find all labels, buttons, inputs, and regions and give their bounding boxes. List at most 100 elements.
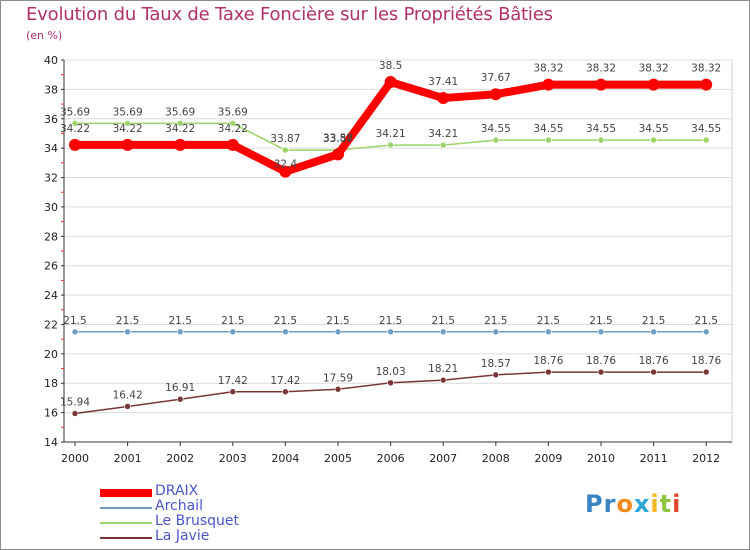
y-tick-label: 28 xyxy=(44,230,58,243)
data-point-la-javie xyxy=(282,388,289,396)
data-point-draix xyxy=(542,78,555,91)
data-point-draix xyxy=(69,138,81,151)
y-tick-label: 32 xyxy=(44,172,58,185)
data-label-le-brusquet: 35.69 xyxy=(218,106,248,118)
y-tick-label: 34 xyxy=(44,142,58,155)
data-label-la-javie: 18.76 xyxy=(533,355,563,367)
data-point-archail xyxy=(492,328,500,336)
data-point-archail xyxy=(229,328,237,336)
data-point-draix xyxy=(647,78,660,91)
y-tick-label: 36 xyxy=(44,113,58,126)
data-point-la-javie xyxy=(387,379,394,387)
legend-label-draix: DRAIX xyxy=(155,483,199,499)
proxiti-logo: Proxiti xyxy=(585,490,681,518)
data-label-draix: 37.67 xyxy=(481,72,511,84)
y-tick-label: 24 xyxy=(44,289,58,302)
data-label-le-brusquet: 34.55 xyxy=(639,123,669,135)
data-label-archail: 21.5 xyxy=(116,315,139,327)
data-point-draix xyxy=(226,138,239,151)
data-point-archail xyxy=(124,328,131,336)
data-label-le-brusquet: 34.55 xyxy=(586,123,616,135)
legend-label-la-javie: La Javie xyxy=(155,528,210,544)
data-point-le-brusquet xyxy=(282,146,289,154)
data-label-archail: 21.5 xyxy=(326,315,349,327)
data-point-le-brusquet xyxy=(229,120,237,127)
data-label-le-brusquet: 34.55 xyxy=(691,123,721,135)
data-label-la-javie: 18.76 xyxy=(586,355,616,367)
data-label-archail: 21.5 xyxy=(169,315,192,327)
logo-letter: x xyxy=(633,490,651,518)
data-label-le-brusquet: 34.55 xyxy=(533,123,563,135)
data-point-le-brusquet xyxy=(176,120,184,127)
y-tick-label: 40 xyxy=(44,54,58,67)
x-tick-label: 2006 xyxy=(377,452,405,465)
data-label-le-brusquet: 34.21 xyxy=(376,128,406,140)
data-point-la-javie xyxy=(650,368,657,376)
data-point-draix xyxy=(332,148,344,161)
data-point-le-brusquet xyxy=(650,136,657,144)
data-label-archail: 21.5 xyxy=(484,315,507,327)
data-point-archail xyxy=(439,328,447,336)
legend-item-archail: Archail xyxy=(100,498,300,516)
data-label-archail: 21.5 xyxy=(221,315,244,327)
legend-item-draix: DRAIX xyxy=(100,483,300,501)
data-point-archail xyxy=(387,328,394,336)
x-tick-label: 2000 xyxy=(61,452,89,465)
legend-label-archail: Archail xyxy=(155,498,203,514)
data-point-archail xyxy=(176,328,184,336)
x-tick-label: 2010 xyxy=(587,452,615,465)
data-point-draix xyxy=(384,76,397,89)
data-point-la-javie xyxy=(492,371,500,379)
data-point-le-brusquet xyxy=(439,141,447,149)
data-point-draix xyxy=(279,165,292,178)
data-label-draix: 38.5 xyxy=(379,60,402,72)
logo-letter: Pr xyxy=(585,490,617,518)
y-tick-label: 30 xyxy=(44,201,58,214)
data-label-draix: 33.58 xyxy=(323,132,353,144)
logo-letter: o xyxy=(616,490,634,518)
data-label-la-javie: 16.91 xyxy=(165,382,195,394)
x-tick-label: 2008 xyxy=(482,452,510,465)
data-label-archail: 21.5 xyxy=(537,315,560,327)
data-label-le-brusquet: 34.21 xyxy=(428,128,458,140)
data-label-draix: 38.32 xyxy=(639,63,669,75)
x-tick-label: 2009 xyxy=(534,452,562,465)
data-point-le-brusquet xyxy=(124,120,131,127)
y-tick-label: 18 xyxy=(44,377,58,390)
y-tick-label: 20 xyxy=(44,348,58,361)
data-point-la-javie xyxy=(334,385,342,393)
data-label-le-brusquet: 35.69 xyxy=(165,106,195,118)
data-point-la-javie xyxy=(702,368,710,376)
data-point-archail xyxy=(71,328,79,336)
x-tick-label: 2012 xyxy=(692,452,720,465)
y-tick-label: 22 xyxy=(44,318,58,331)
data-label-la-javie: 18.76 xyxy=(691,355,721,367)
data-point-le-brusquet xyxy=(545,136,552,144)
data-point-archail xyxy=(597,328,605,336)
x-tick-label: 2003 xyxy=(219,452,247,465)
data-label-archail: 21.5 xyxy=(274,315,297,327)
data-label-la-javie: 17.42 xyxy=(270,375,300,387)
legend-swatch-draix xyxy=(100,489,152,497)
data-label-le-brusquet: 35.69 xyxy=(60,106,90,118)
data-label-archail: 21.5 xyxy=(589,315,612,327)
data-label-archail: 21.5 xyxy=(432,315,455,327)
x-tick-label: 2004 xyxy=(271,452,299,465)
data-point-draix xyxy=(121,138,134,151)
data-point-draix xyxy=(489,88,502,101)
legend-item-la-javie: La Javie xyxy=(100,528,300,546)
logo-letter: t xyxy=(659,490,673,518)
legend-item-le-brusquet: Le Brusquet xyxy=(100,513,300,531)
data-point-le-brusquet xyxy=(597,136,605,144)
y-axis-unit: (en %) xyxy=(26,29,63,42)
data-point-la-javie xyxy=(229,388,237,396)
data-label-archail: 21.5 xyxy=(695,315,718,327)
data-label-draix: 34.22 xyxy=(113,123,143,135)
data-label-la-javie: 18.57 xyxy=(481,358,511,370)
logo-letter: i xyxy=(672,490,682,518)
y-tick-label: 38 xyxy=(44,83,58,96)
data-point-la-javie xyxy=(597,368,605,376)
data-point-le-brusquet xyxy=(387,141,394,149)
